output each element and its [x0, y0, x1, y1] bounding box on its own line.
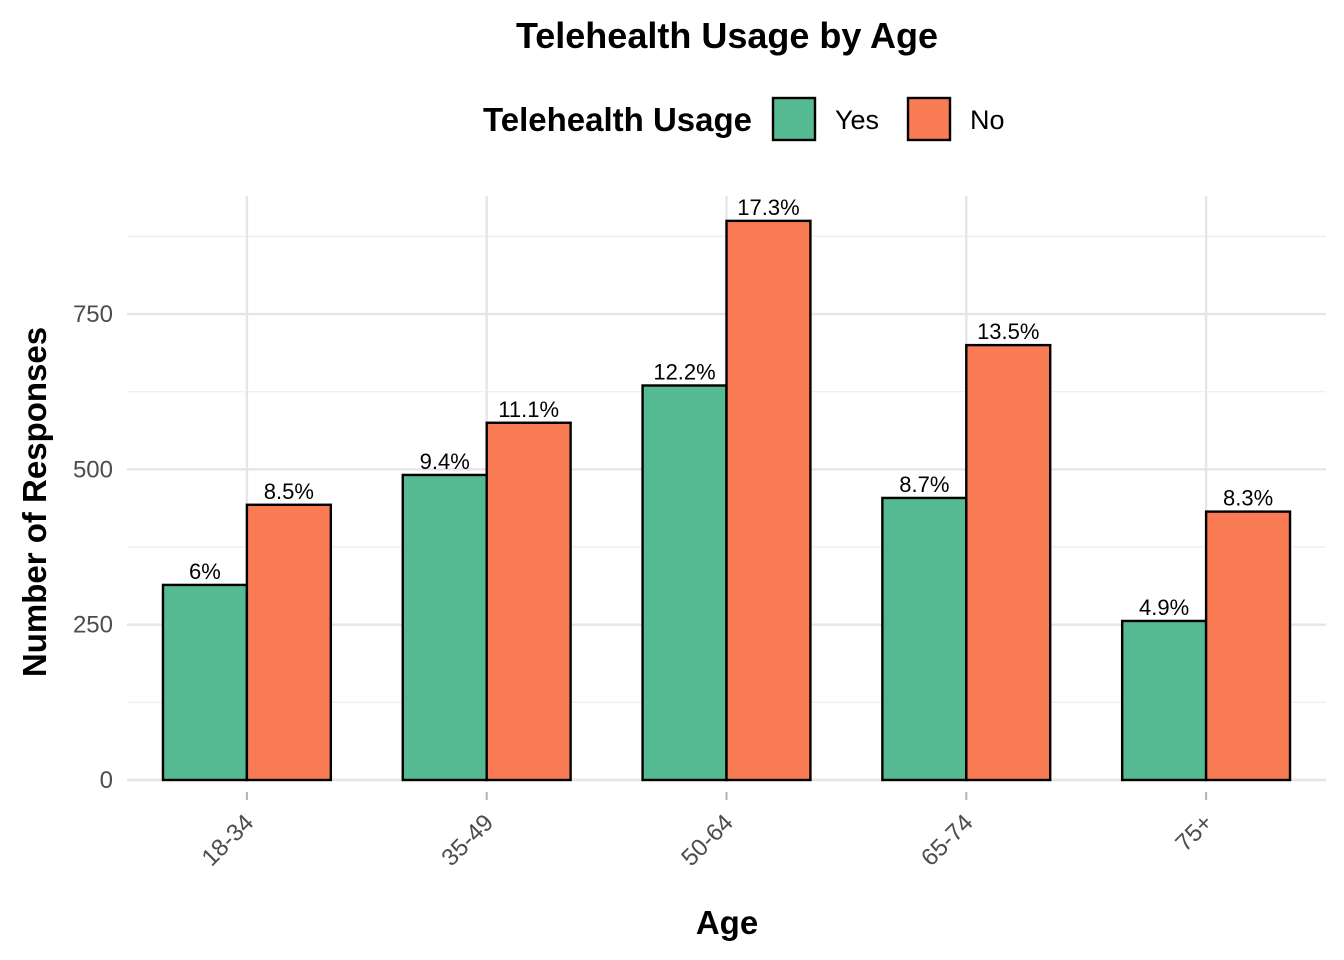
- bar-yes-65-74: [881, 496, 968, 782]
- data-label-yes-18-34: 6%: [189, 559, 221, 584]
- data-label-yes-65-74: 8.7%: [899, 472, 949, 497]
- data-label-yes-35-49: 9.4%: [420, 449, 470, 474]
- legend-swatch-no: [906, 96, 952, 142]
- legend-swatch-yes: [771, 96, 817, 142]
- x-axis-title: Age: [696, 904, 758, 941]
- x-tick-label-75+: 75+: [1170, 809, 1218, 857]
- data-label-no-18-34: 8.5%: [264, 479, 314, 504]
- data-labels: 6% 8.5% 9.4% 11.1% 12.2% 17.3% 8.7% 13.5% 4.9% 8.…: [189, 195, 1273, 620]
- bar-no-35-49: [485, 421, 572, 782]
- data-label-no-50-64: 17.3%: [737, 195, 799, 220]
- x-axis-ticks: 18-34 35-49 50-64 65-74 75+: [197, 792, 1218, 872]
- bar-no-75+: [1204, 510, 1292, 782]
- bar-yes-75+: [1120, 619, 1208, 782]
- bar-yes-50-64: [641, 384, 728, 782]
- bar-yes-35-49: [401, 473, 488, 782]
- legend-label-yes: Yes: [835, 105, 879, 135]
- bar-no-65-74: [965, 343, 1052, 782]
- y-tick-label: 250: [73, 612, 113, 639]
- data-label-yes-75+: 4.9%: [1139, 595, 1189, 620]
- bars: [161, 219, 1292, 782]
- y-tick-label: 750: [73, 301, 113, 328]
- x-tick-label-35-49: 35-49: [436, 809, 499, 872]
- bar-yes-18-34: [161, 583, 249, 782]
- y-tick-label: 0: [100, 767, 113, 794]
- legend: Telehealth Usage Yes No: [483, 96, 1005, 142]
- data-label-no-35-49: 11.1%: [498, 397, 559, 422]
- x-tick-label-50-64: 50-64: [676, 809, 739, 872]
- y-axis-ticks: 0 250 500 750: [73, 301, 113, 794]
- data-label-yes-50-64: 12.2%: [653, 359, 715, 384]
- y-tick-label: 500: [73, 456, 113, 483]
- bar-no-18-34: [245, 503, 333, 782]
- y-axis-title: Number of Responses: [16, 327, 53, 677]
- legend-label-no: No: [970, 105, 1005, 135]
- legend-title: Telehealth Usage: [483, 101, 752, 138]
- bar-no-50-64: [725, 219, 812, 782]
- data-label-no-65-74: 13.5%: [977, 319, 1039, 344]
- x-tick-label-18-34: 18-34: [197, 809, 260, 872]
- x-tick-label-65-74: 65-74: [916, 809, 979, 872]
- data-label-no-75+: 8.3%: [1223, 486, 1273, 511]
- chart-title: Telehealth Usage by Age: [516, 15, 938, 56]
